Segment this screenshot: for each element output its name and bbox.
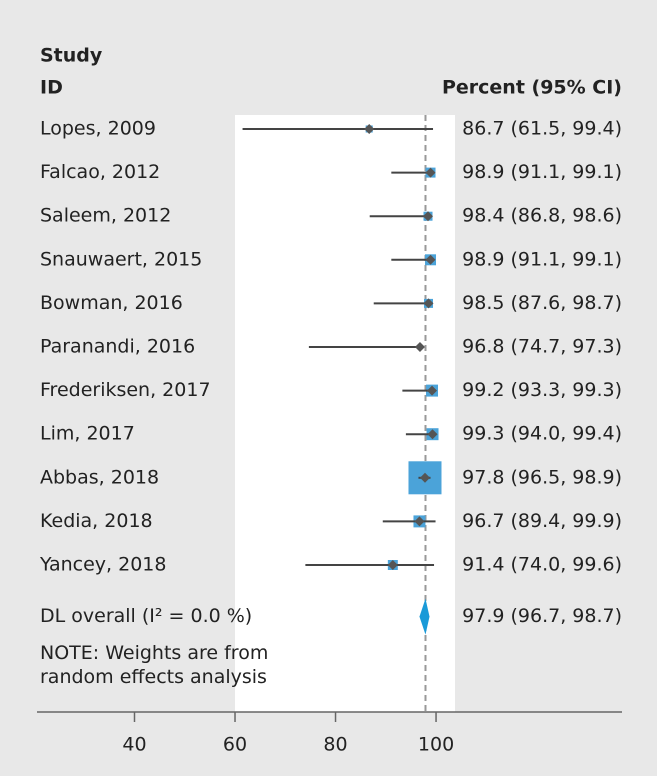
study-label: Yancey, 2018 [39, 554, 167, 576]
study-label: Paranandi, 2016 [40, 336, 195, 358]
study-label: Falcao, 2012 [40, 161, 160, 183]
note: NOTE: Weights are from [40, 642, 268, 664]
study-label: Frederiksen, 2017 [40, 379, 211, 401]
estimate-label: 86.7 (61.5, 99.4) [462, 118, 622, 140]
x-tick-label: 40 [122, 734, 146, 756]
point-estimate [387, 560, 398, 570]
plot-area [235, 115, 455, 712]
estimate-header: Percent (95% CI) [442, 77, 622, 99]
overall-estimate-label: 97.9 (96.7, 98.7) [462, 605, 622, 627]
x-tick-label: 80 [323, 734, 347, 756]
study-label: Lopes, 2009 [40, 118, 156, 140]
study-label: Snauwaert, 2015 [40, 248, 202, 270]
point-estimate [423, 211, 434, 222]
note: random effects analysis [40, 666, 267, 688]
estimate-label: 99.2 (93.3, 99.3) [462, 379, 622, 401]
point-estimate [419, 472, 430, 483]
point-estimate [414, 342, 425, 352]
point-estimate [425, 254, 436, 265]
point-estimate [423, 298, 434, 309]
estimate-label: 98.9 (91.1, 99.1) [462, 248, 622, 270]
study-label: Lim, 2017 [40, 423, 135, 445]
overall-diamond [419, 598, 430, 635]
point-estimate [427, 429, 438, 440]
estimate-label: 98.4 (86.8, 98.6) [462, 205, 622, 227]
point-estimate [425, 167, 436, 178]
study-label: Bowman, 2016 [40, 292, 183, 314]
estimate-label: 99.3 (94.0, 99.4) [462, 423, 622, 445]
overall-label: DL overall (I² = 0.0 %) [40, 605, 252, 627]
x-tick-label: 60 [223, 734, 247, 756]
estimate-label: 98.9 (91.1, 99.1) [462, 161, 622, 183]
estimate-label: 96.8 (74.7, 97.3) [462, 336, 622, 358]
point-estimate [414, 516, 425, 527]
estimate-label: 91.4 (74.0, 99.6) [462, 554, 622, 576]
point-estimate [427, 385, 438, 396]
point-estimate [364, 124, 375, 134]
study-label: Abbas, 2018 [40, 466, 159, 488]
estimate-label: 98.5 (87.6, 98.7) [462, 292, 622, 314]
study-label: Saleem, 2012 [40, 205, 171, 227]
x-tick-label: 100 [418, 734, 454, 756]
estimate-label: 97.8 (96.5, 98.9) [462, 466, 622, 488]
study-header: ID [40, 77, 63, 99]
study-label: Kedia, 2018 [40, 510, 153, 532]
estimate-label: 96.7 (89.4, 99.9) [462, 510, 622, 532]
study-header: Study [40, 45, 103, 67]
